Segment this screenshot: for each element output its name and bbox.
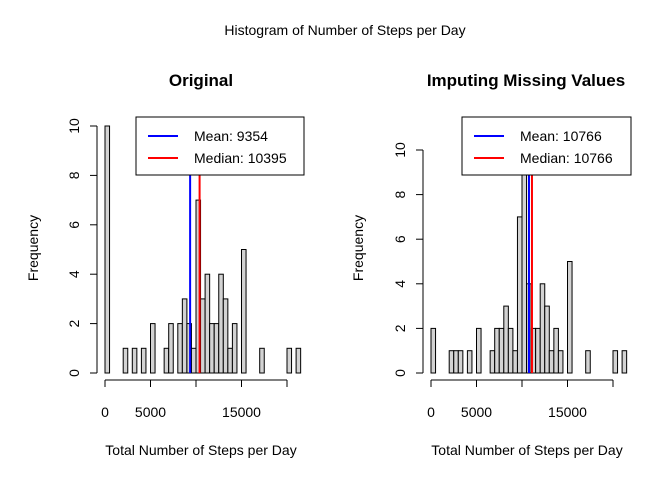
histogram-bar xyxy=(612,350,619,374)
x-axis-original: 0 5000 15000 xyxy=(101,379,288,420)
y-axis-original: 0 2 4 6 8 10 xyxy=(66,118,98,377)
y-tick-label: 8 xyxy=(66,171,82,179)
y-axis-label-original: Frequency xyxy=(25,215,41,281)
stat-lines-imputed xyxy=(527,150,533,373)
y-tick-label: 4 xyxy=(392,280,408,288)
y-tick-label: 2 xyxy=(66,319,82,327)
histogram-bar xyxy=(457,350,464,374)
histogram-bar xyxy=(548,350,555,374)
x-tick-label: 5000 xyxy=(461,404,492,420)
x-axis-imputed: 0 5000 15000 xyxy=(427,379,614,420)
bars-original xyxy=(104,125,302,374)
histogram-bar xyxy=(222,298,229,374)
histogram-bar xyxy=(498,327,505,374)
y-tick-label: 4 xyxy=(66,270,82,278)
histogram-bar xyxy=(259,347,265,374)
panel-title-original: Original xyxy=(169,71,233,90)
histogram-bar xyxy=(131,347,138,374)
y-tick-label: 10 xyxy=(392,142,408,158)
x-axis-label-imputed: Total Number of Steps per Day xyxy=(431,442,622,458)
histogram-bar xyxy=(140,347,147,374)
y-tick-label: 0 xyxy=(66,369,82,377)
histogram-bar xyxy=(200,298,206,374)
histogram-bar xyxy=(503,305,509,374)
histogram-bar xyxy=(553,327,559,374)
x-tick-label: 0 xyxy=(101,404,109,420)
histogram-bar xyxy=(512,350,518,374)
histogram-bar xyxy=(213,323,220,374)
histogram-bar xyxy=(218,273,224,374)
figure-title: Histogram of Number of Steps per Day xyxy=(224,22,465,38)
histogram-bar xyxy=(104,125,111,374)
histogram-bar xyxy=(181,298,188,374)
y-tick-label: 6 xyxy=(392,235,408,243)
histogram-bar xyxy=(168,323,174,374)
histogram-bar xyxy=(204,273,211,374)
legend-label: Median: 10395 xyxy=(194,150,287,166)
legend-box xyxy=(135,116,305,176)
histogram-bar xyxy=(241,249,247,374)
legend-original: Mean: 9354 Median: 10395 xyxy=(135,116,305,176)
x-axis-label-original: Total Number of Steps per Day xyxy=(105,442,296,458)
histogram-bar xyxy=(453,350,459,374)
y-axis-imputed: 0 2 4 6 8 10 xyxy=(392,142,424,377)
histogram-bar xyxy=(448,350,455,374)
histogram-bar xyxy=(150,323,156,374)
legend-label: Mean: 10766 xyxy=(520,128,602,144)
histogram-bar xyxy=(122,347,129,374)
histogram-bar xyxy=(585,350,591,374)
y-axis-label-imputed: Frequency xyxy=(350,215,366,281)
y-tick-label: 6 xyxy=(66,221,82,229)
histogram-bar xyxy=(177,323,183,374)
bars-imputed xyxy=(430,127,628,374)
histogram-bar xyxy=(295,347,302,374)
histogram-bar xyxy=(507,327,514,374)
histogram-bar xyxy=(544,305,550,374)
y-tick-label: 2 xyxy=(392,324,408,332)
panel-imputed: Imputing Missing Values 0 5000 15000 0 2 4 6 8… xyxy=(350,71,632,458)
histogram-bar xyxy=(286,347,293,374)
x-tick-label: 5000 xyxy=(135,404,166,420)
histogram-bar xyxy=(209,323,215,374)
x-tick-label: 0 xyxy=(427,404,435,420)
histogram-bar xyxy=(567,261,573,374)
y-tick-label: 0 xyxy=(392,369,408,377)
y-tick-label: 8 xyxy=(392,190,408,198)
histogram-bar xyxy=(557,350,564,374)
histogram-bar xyxy=(476,327,482,374)
panel-original: Original 0 5000 15000 0 2 4 6 8 10 Total Number… xyxy=(25,71,305,458)
histogram-bar xyxy=(227,347,233,374)
histogram-bar xyxy=(430,327,437,374)
histogram-bar xyxy=(466,350,473,374)
legend-box xyxy=(461,116,632,176)
histogram-bar xyxy=(163,347,170,374)
histogram-bar xyxy=(231,323,238,374)
histogram-bar xyxy=(535,327,541,374)
histogram-bar xyxy=(489,350,496,374)
legend-imputed: Mean: 10766 Median: 10766 xyxy=(461,116,632,176)
histogram-bar xyxy=(539,283,546,374)
histogram-bar xyxy=(516,216,523,374)
x-tick-label: 15000 xyxy=(548,404,587,420)
legend-label: Median: 10766 xyxy=(520,150,613,166)
x-tick-label: 15000 xyxy=(222,404,261,420)
y-tick-label: 10 xyxy=(66,118,82,134)
histogram-bar xyxy=(190,347,197,374)
panel-title-imputed: Imputing Missing Values xyxy=(427,71,625,90)
stat-lines-original xyxy=(189,174,201,373)
histogram-bar xyxy=(494,327,500,374)
histogram-bar xyxy=(621,350,628,374)
legend-label: Mean: 9354 xyxy=(194,128,268,144)
